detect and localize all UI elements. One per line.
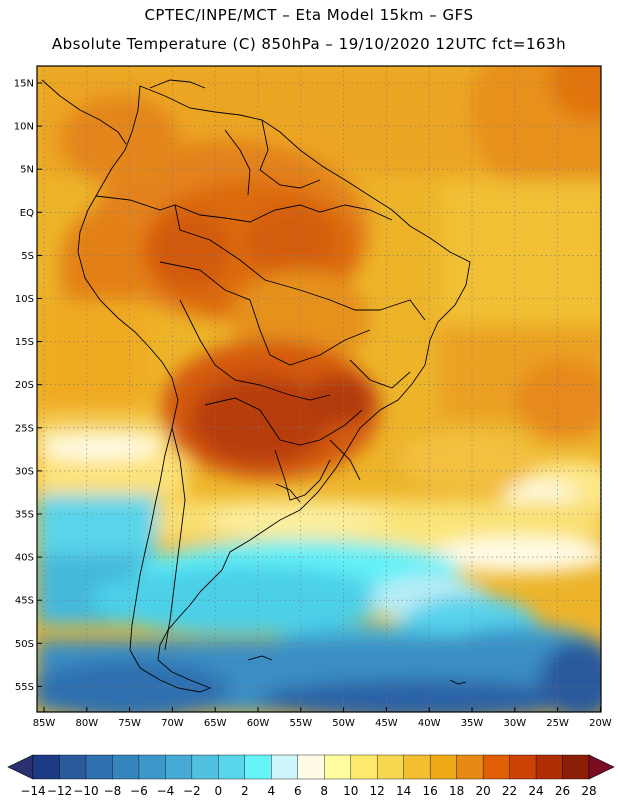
lat-tick-label: 5S: [21, 251, 34, 262]
colorbar-swatch: [138, 754, 166, 780]
chart-title-line-1: CPTEC/INPE/MCT – Eta Model 15km – GFS: [144, 6, 474, 24]
lon-tick-label: 60W: [247, 718, 270, 729]
colorbar-swatch: [165, 754, 193, 780]
colorbar-swatch: [85, 754, 113, 780]
colorbar-label: 18: [449, 784, 464, 798]
colorbar-swatch: [244, 754, 272, 780]
colorbar-label: 14: [396, 784, 411, 798]
colorbar-label: −12: [47, 784, 72, 798]
colorbar-label: −6: [130, 784, 148, 798]
lon-tick-label: 35W: [461, 718, 484, 729]
lat-tick-label: 50S: [15, 639, 34, 650]
colorbar-swatch: [271, 754, 299, 780]
colorbar-label: 22: [502, 784, 517, 798]
colorbar-label: −2: [183, 784, 201, 798]
colorbar-swatch: [509, 754, 537, 780]
lat-tick-label: 10N: [14, 122, 34, 133]
lat-tick-label: 25S: [15, 423, 34, 434]
colorbar-swatch: [350, 754, 378, 780]
lon-tick-label: 70W: [161, 718, 184, 729]
lat-tick-label: EQ: [20, 208, 34, 219]
colorbar: −14 −12 −10 −8 −6 −4 −2 0 2 4 6 8 10 12 14 16 18 20 22 24 26…: [7, 754, 615, 798]
colorbar-swatch: [191, 754, 219, 780]
lat-tick-label: 35S: [15, 510, 34, 521]
colorbar-swatch: [535, 754, 564, 780]
colorbar-swatch: [403, 754, 431, 780]
colorbar-label: 20: [475, 784, 490, 798]
colorbar-swatch: [324, 754, 352, 780]
colorbar-label: 24: [528, 784, 543, 798]
longitude-axis: 85W 80W 75W 70W 65W 60W 55W 50W 45W 40W 35W 30W 25W 2…: [33, 707, 612, 729]
colorbar-label: −4: [157, 784, 175, 798]
colorbar-label: 28: [581, 784, 596, 798]
lon-tick-label: 80W: [75, 718, 98, 729]
colorbar-swatch: [376, 754, 405, 780]
colorbar-label: 10: [343, 784, 358, 798]
colorbar-low-arrow: [7, 754, 34, 780]
colorbar-high-arrow: [588, 754, 615, 780]
colorbar-label: −14: [20, 784, 45, 798]
lon-tick-label: 85W: [33, 718, 56, 729]
colorbar-label: 16: [422, 784, 437, 798]
lon-tick-label: 25W: [546, 718, 569, 729]
colorbar-swatch: [456, 754, 484, 780]
lon-tick-label: 55W: [289, 718, 312, 729]
colorbar-label: 6: [294, 784, 302, 798]
colorbar-swatch: [32, 754, 60, 780]
colorbar-swatch: [218, 754, 246, 780]
colorbar-swatch: [297, 754, 325, 780]
lat-tick-label: 15S: [15, 337, 34, 348]
lat-tick-label: 30S: [15, 466, 34, 477]
latitude-axis: 15N 10N 5N EQ 5S 10S 15S 20S 25S 30S 35S 40S 45S 50S 5…: [14, 79, 42, 693]
lat-tick-label: 10S: [15, 294, 34, 305]
lat-tick-label: 15N: [14, 79, 34, 90]
lat-tick-label: 55S: [15, 682, 34, 693]
colorbar-label: 12: [370, 784, 385, 798]
colorbar-label: 8: [320, 784, 328, 798]
chart-title-line-2: Absolute Temperature (C) 850hPa – 19/10/…: [51, 35, 567, 53]
lon-tick-label: 75W: [118, 718, 141, 729]
map-frame: [36, 65, 602, 713]
lat-tick-label: 45S: [15, 596, 34, 607]
colorbar-swatch: [562, 754, 590, 780]
colorbar-label: 26: [555, 784, 570, 798]
colorbar-label: 2: [241, 784, 249, 798]
lon-tick-label: 45W: [375, 718, 398, 729]
lat-tick-label: 40S: [15, 553, 34, 564]
lon-tick-label: 30W: [503, 718, 526, 729]
lon-tick-label: 50W: [332, 718, 355, 729]
lat-tick-label: 20S: [15, 380, 34, 391]
colorbar-swatch: [482, 754, 511, 780]
colorbar-swatch: [112, 754, 140, 780]
colorbar-swatch: [59, 754, 87, 780]
lat-tick-label: 5N: [20, 165, 34, 176]
colorbar-label: 4: [267, 784, 275, 798]
colorbar-label: −8: [104, 784, 122, 798]
temperature-field: [37, 66, 601, 712]
colorbar-swatch: [429, 754, 458, 780]
colorbar-label: 0: [215, 784, 223, 798]
lon-tick-label: 40W: [418, 718, 441, 729]
lon-tick-label: 65W: [204, 718, 227, 729]
lon-tick-label: 20W: [589, 718, 612, 729]
colorbar-label: −10: [73, 784, 98, 798]
coastline-borders: [41, 79, 471, 693]
